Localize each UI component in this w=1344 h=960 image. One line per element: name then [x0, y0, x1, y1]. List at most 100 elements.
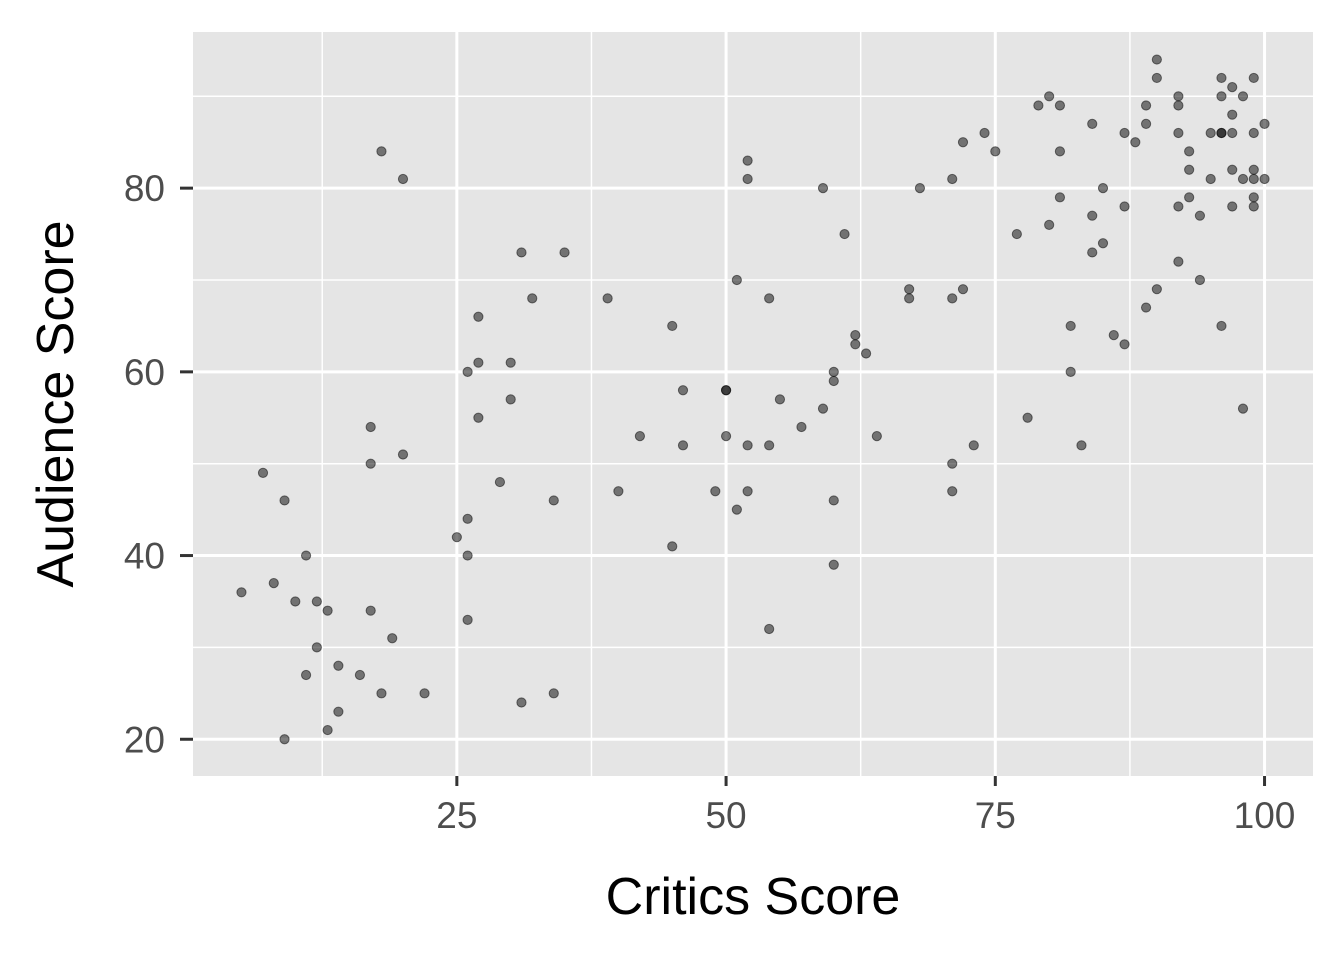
- data-point: [1248, 164, 1259, 175]
- data-point: [742, 173, 753, 185]
- data-point: [1173, 127, 1184, 139]
- data-point: [1227, 82, 1238, 93]
- data-point: [817, 403, 829, 414]
- data-point: [1237, 91, 1249, 102]
- data-point: [1248, 127, 1259, 139]
- data-point: [1227, 127, 1238, 139]
- data-point: [559, 247, 570, 258]
- data-point: [419, 688, 430, 699]
- data-point: [796, 421, 807, 433]
- data-point: [505, 357, 516, 368]
- data-point: [473, 311, 484, 322]
- data-point: [1140, 302, 1152, 313]
- data-point: [1065, 366, 1076, 377]
- data-point: [710, 486, 721, 497]
- data-point: [300, 669, 312, 681]
- data-point: [1097, 183, 1109, 194]
- data-point: [1087, 118, 1098, 129]
- x-axis-ticks: 25 50 75 100: [436, 776, 1295, 836]
- data-point: [376, 146, 387, 157]
- data-point: [548, 688, 559, 699]
- data-point: [839, 228, 850, 240]
- data-point: [268, 578, 279, 589]
- data-point: [290, 596, 301, 607]
- data-point: [602, 293, 613, 304]
- data-point: [764, 293, 775, 304]
- data-point: [947, 293, 958, 304]
- y-tick-label: 80: [124, 168, 165, 209]
- data-point: [462, 366, 473, 377]
- data-point: [1119, 339, 1130, 350]
- data-point: [462, 614, 473, 625]
- data-point: [462, 550, 473, 561]
- data-point: [1011, 228, 1022, 240]
- data-point: [904, 284, 915, 295]
- data-point: [947, 458, 958, 469]
- data-point: [947, 486, 958, 497]
- y-axis-title: Audience Score: [27, 220, 85, 587]
- y-axis-ticks: 20 40 60 80: [124, 168, 193, 760]
- data-point: [1248, 201, 1259, 212]
- data-point: [1173, 91, 1184, 102]
- data-point: [397, 173, 409, 185]
- y-tick-label: 20: [124, 719, 165, 760]
- data-point: [311, 596, 322, 607]
- data-point: [667, 541, 678, 552]
- data-point: [279, 495, 290, 506]
- data-point: [462, 513, 473, 524]
- data-point: [1227, 109, 1238, 120]
- x-tick-label: 75: [975, 795, 1016, 836]
- data-point: [322, 724, 333, 736]
- data-point: [1022, 412, 1033, 423]
- data-point: [947, 173, 958, 185]
- data-point: [742, 155, 753, 166]
- data-point: [957, 137, 969, 148]
- data-point: [311, 642, 322, 653]
- data-point: [828, 495, 839, 506]
- data-point: [828, 375, 839, 387]
- data-point: [333, 660, 344, 671]
- data-point: [1130, 137, 1141, 148]
- data-point: [1151, 54, 1162, 65]
- data-point: [914, 183, 926, 194]
- data-point: [257, 467, 269, 478]
- x-tick-label: 25: [436, 795, 477, 836]
- data-point: [1227, 201, 1238, 212]
- data-point: [742, 486, 753, 497]
- data-point: [764, 623, 775, 635]
- panel-background: [193, 32, 1313, 776]
- data-point: [365, 421, 376, 433]
- data-point: [1184, 164, 1195, 175]
- x-tick-label: 50: [705, 795, 746, 836]
- data-point: [354, 669, 366, 681]
- data-point: [1065, 320, 1076, 332]
- data-point: [720, 431, 732, 442]
- data-point: [1184, 146, 1195, 157]
- data-point: [677, 440, 689, 451]
- data-point: [516, 697, 527, 708]
- data-point: [1140, 118, 1152, 129]
- data-point: [850, 330, 861, 341]
- data-point: [1173, 100, 1184, 111]
- data-point: [634, 431, 646, 442]
- data-point: [505, 394, 516, 405]
- data-point: [1033, 100, 1044, 111]
- data-point: [1151, 72, 1162, 84]
- data-point: [1194, 274, 1206, 286]
- data-point: [742, 440, 753, 451]
- data-point: [548, 495, 559, 506]
- data-point: [677, 385, 689, 396]
- data-point: [979, 127, 990, 139]
- data-point: [1237, 403, 1249, 414]
- data-point: [957, 284, 969, 295]
- data-points: [236, 54, 1270, 745]
- data-point: [613, 486, 624, 497]
- data-point: [1205, 127, 1216, 139]
- data-point: [1248, 192, 1259, 203]
- data-point: [828, 559, 839, 570]
- data-point: [860, 348, 872, 359]
- data-point: [279, 734, 290, 745]
- data-point: [1216, 127, 1227, 139]
- data-point: [473, 412, 484, 423]
